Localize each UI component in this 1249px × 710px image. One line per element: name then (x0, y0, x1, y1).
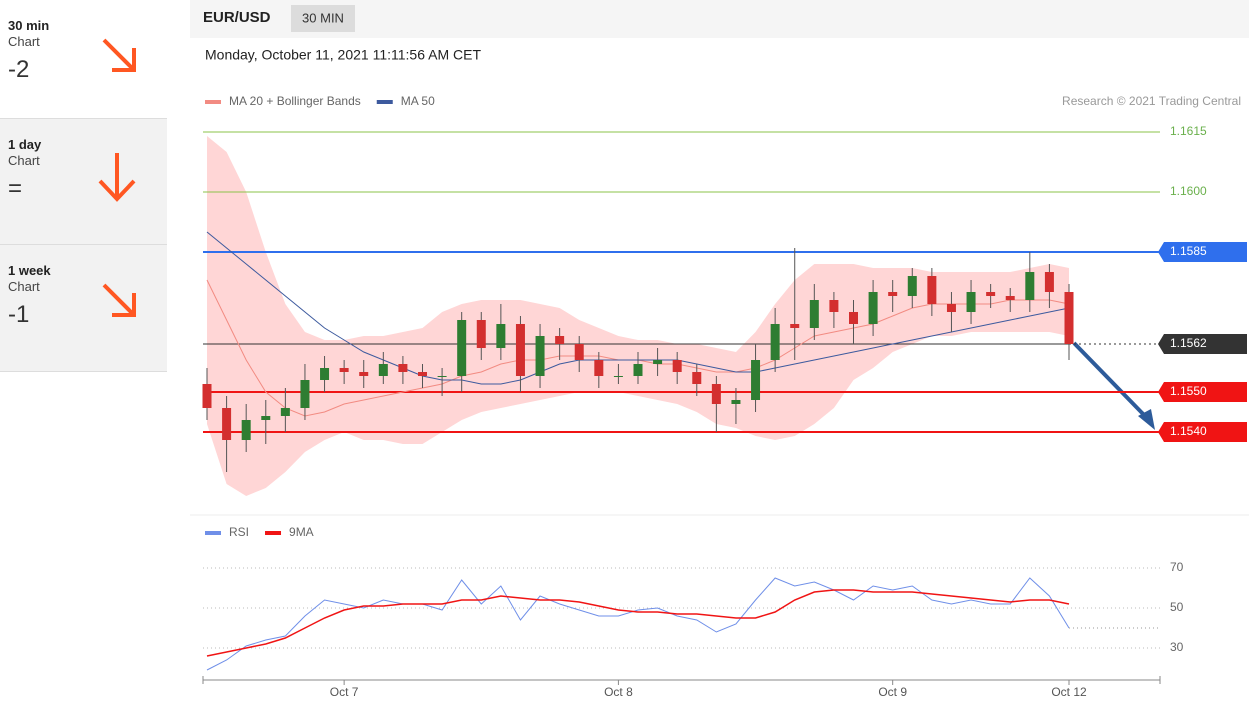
candle-body (751, 360, 761, 400)
score: -1 (8, 301, 30, 328)
candle-body (888, 292, 898, 296)
period: 30 min (8, 18, 50, 33)
y-tick-label: 50 (1170, 600, 1184, 614)
candle-body (1064, 292, 1074, 344)
candle-body (320, 368, 330, 380)
period: 1 week (8, 263, 51, 278)
candle-body (261, 416, 271, 420)
x-tick-label: Oct 12 (1051, 685, 1087, 699)
level-label: 1.1540 (1170, 424, 1207, 438)
level-tag (1158, 382, 1247, 402)
candle-body (574, 344, 584, 360)
legend-label: MA 50 (401, 94, 435, 108)
candle-body (241, 420, 251, 440)
interval-button[interactable] (291, 5, 355, 32)
candle-body (476, 320, 486, 348)
candle-body (398, 364, 408, 372)
legend-label: 9MA (289, 525, 314, 539)
candle-body (711, 384, 721, 404)
legend-swatch (376, 100, 393, 104)
arrow-icon (98, 153, 136, 202)
candle-body (1025, 272, 1035, 300)
level-tag (1158, 242, 1247, 262)
forecast-arrow (1072, 341, 1148, 419)
candle-body (222, 408, 232, 440)
candle-body (437, 376, 447, 377)
legend-swatch (265, 531, 282, 535)
score: -2 (8, 56, 30, 83)
candle-body (378, 364, 388, 376)
candle-body (515, 324, 525, 376)
rsi-line (206, 577, 1070, 671)
candle-body (927, 276, 937, 304)
header-bar (190, 0, 1249, 38)
bollinger-band (207, 136, 1069, 496)
candle-body (731, 400, 741, 404)
candle-body (300, 380, 310, 408)
candle-body (418, 372, 427, 376)
candle-body (535, 336, 545, 376)
candle-body (280, 408, 290, 416)
legend-swatch (205, 531, 221, 535)
candle-body (594, 360, 604, 376)
sidebar-item[interactable]: 1 day Chart = (0, 119, 167, 245)
candle-body (672, 360, 682, 372)
symbol: EUR/USD (203, 9, 271, 26)
candle-body (849, 312, 858, 324)
candle-body (202, 384, 212, 408)
level-label: 1.1615 (1170, 124, 1207, 138)
candle-body (633, 364, 643, 376)
arrow-icon (102, 38, 136, 72)
candle-body (907, 276, 917, 296)
candle-body (653, 360, 663, 364)
legend-swatch (205, 100, 221, 104)
candle-body (692, 372, 702, 384)
x-tick-label: Oct 8 (604, 685, 633, 699)
score: = (8, 175, 23, 202)
candle-body (555, 336, 565, 344)
candle-body (966, 292, 976, 312)
x-tick-label: Oct 9 (878, 685, 907, 699)
candle-body (457, 320, 467, 376)
interval[interactable]: 30 MIN (302, 10, 344, 25)
candle-body (613, 376, 623, 377)
candle-body (868, 292, 878, 324)
candle-body (790, 324, 800, 328)
candle-body (770, 324, 780, 360)
kind: Chart (8, 34, 40, 49)
candle-body (809, 300, 819, 328)
candle-body (986, 292, 996, 296)
y-tick-label: 70 (1170, 560, 1184, 574)
credit: Research © 2021 Trading Central (1062, 94, 1241, 108)
kind: Chart (8, 279, 40, 294)
y-tick-label: 30 (1170, 640, 1184, 654)
legend-label: RSI (229, 525, 249, 539)
level-label: 1.1562 (1170, 336, 1207, 350)
arrow-icon (102, 283, 136, 317)
candle-body (946, 304, 956, 312)
candle-body (1005, 296, 1015, 300)
forecast-arrowhead (1138, 409, 1155, 430)
candle-body (1044, 272, 1054, 292)
legend-label: MA 20 + Bollinger Bands (229, 94, 361, 108)
level-label: 1.1600 (1170, 184, 1207, 198)
rsi-line (206, 589, 1070, 657)
timestamp: Monday, October 11, 2021 11:11:56 AM CET (205, 47, 481, 63)
level-label: 1.1550 (1170, 384, 1207, 398)
candle-body (829, 300, 839, 312)
level-tag (1158, 422, 1247, 442)
period: 1 day (8, 137, 42, 152)
kind: Chart (8, 153, 40, 168)
level-label: 1.1585 (1170, 244, 1207, 258)
sidebar-item[interactable]: 30 min Chart -2 (0, 0, 167, 119)
sidebar-item[interactable]: 1 week Chart -1 (0, 245, 167, 372)
candle-body (339, 368, 349, 372)
candle-body (359, 372, 369, 376)
x-tick-label: Oct 7 (330, 685, 359, 699)
candle-body (496, 324, 506, 348)
level-tag (1158, 334, 1247, 354)
